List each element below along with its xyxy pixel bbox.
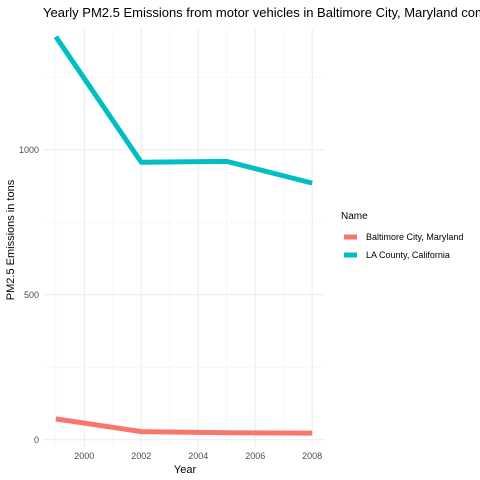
chart-title: Yearly PM2.5 Emissions from motor vehicl…: [43, 5, 480, 20]
y-axis-title: PM2.5 Emissions in tons: [5, 179, 17, 300]
x-tick-label: 2002: [131, 451, 151, 461]
y-axis-ticks: 0 500 1000: [19, 145, 39, 445]
series-line-2: [53, 35, 313, 186]
series-line-1: [55, 416, 313, 436]
legend: Name Baltimore City, Maryland LA County, …: [341, 211, 463, 260]
legend-label-2: LA County, California: [366, 250, 450, 260]
x-tick-label: 2006: [245, 451, 265, 461]
legend-label-1: Baltimore City, Maryland: [366, 232, 463, 242]
x-tick-label: 2008: [302, 451, 322, 461]
x-tick-label: 2000: [74, 451, 94, 461]
x-axis-ticks: 2000 2002 2004 2006 2008: [74, 451, 322, 461]
y-tick-label: 1000: [19, 145, 39, 155]
y-tick-label: 0: [34, 435, 39, 445]
legend-title: Name: [341, 211, 368, 222]
y-tick-label: 500: [24, 290, 39, 300]
series-lines: [53, 35, 313, 436]
grid-lines: [43, 28, 325, 447]
x-tick-label: 2004: [188, 451, 208, 461]
x-axis-title: Year: [174, 464, 197, 476]
